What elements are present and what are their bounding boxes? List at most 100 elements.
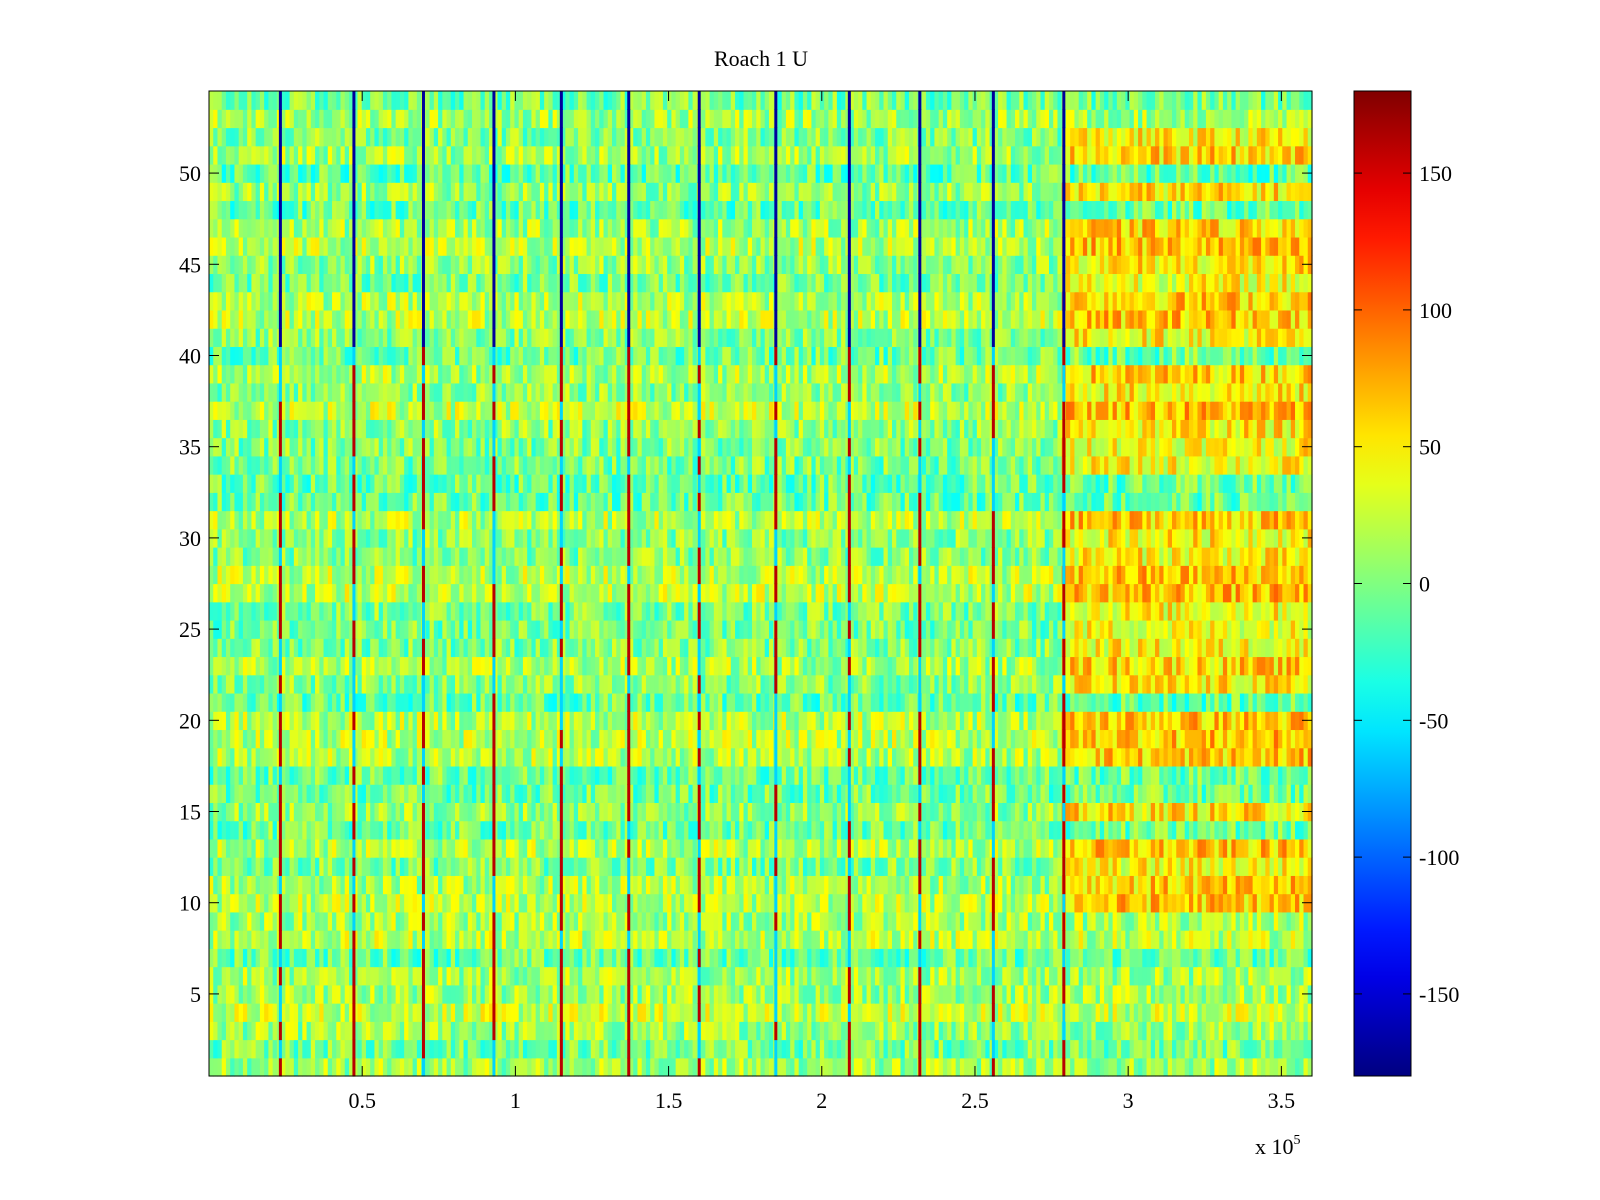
heatmap-cell <box>701 966 706 986</box>
heatmap-cell <box>790 729 796 749</box>
heatmap-cell <box>951 857 957 876</box>
heatmap-cell <box>849 1003 855 1022</box>
heatmap-cell <box>620 1057 626 1077</box>
heatmap-cell <box>429 747 435 767</box>
heatmap-cell <box>1273 875 1279 895</box>
heatmap-cell <box>807 875 813 895</box>
heatmap-cell <box>315 948 320 968</box>
heatmap-cell <box>1044 1021 1050 1041</box>
heatmap-cell <box>756 729 762 749</box>
heatmap-cell <box>1002 984 1008 1004</box>
heatmap-cell <box>399 820 405 840</box>
heatmap-cell <box>892 1039 897 1059</box>
heatmap-cell <box>1155 893 1160 913</box>
heatmap-cell <box>650 911 656 931</box>
heatmap-cell <box>828 875 834 895</box>
heatmap-cell <box>645 747 651 767</box>
heatmap-cell <box>845 1003 851 1022</box>
heatmap-cell <box>1261 784 1266 803</box>
heatmap-cell <box>650 784 656 803</box>
heatmap-cell <box>955 948 961 968</box>
heatmap-cell <box>938 1003 944 1022</box>
heatmap-cell <box>654 1003 660 1022</box>
heatmap-cell <box>395 911 401 931</box>
heatmap-cell <box>544 765 549 785</box>
heatmap-cell <box>947 820 952 840</box>
heatmap-cell <box>539 765 545 785</box>
heatmap-cell <box>514 930 520 949</box>
heatmap-cell <box>281 729 286 749</box>
heatmap-cell <box>875 838 880 858</box>
heatmap-cell <box>756 802 762 822</box>
heatmap-cell <box>1188 857 1194 876</box>
heatmap-cell <box>463 820 469 840</box>
heatmap-cell <box>722 1039 728 1059</box>
heatmap-cell <box>972 838 978 858</box>
heatmap-cell <box>582 948 588 968</box>
heatmap-cell <box>662 1003 668 1022</box>
heatmap-cell <box>1239 875 1245 895</box>
heatmap-cell <box>879 838 885 858</box>
heatmap-cell <box>925 1057 931 1077</box>
heatmap-cell <box>480 875 486 895</box>
heatmap-cell <box>230 1003 236 1022</box>
heatmap-cell <box>1256 838 1262 858</box>
heatmap-cell <box>828 820 834 840</box>
heatmap-cell <box>255 984 261 1004</box>
heatmap-cell <box>1057 966 1063 986</box>
heatmap-cell <box>921 911 927 931</box>
heatmap-cell <box>1197 765 1203 785</box>
heatmap-cell <box>408 1003 414 1022</box>
heatmap-cell <box>378 1003 384 1022</box>
heatmap-cell <box>1142 1057 1148 1077</box>
heatmap-cell <box>764 911 770 931</box>
heatmap-cell <box>387 820 393 840</box>
heatmap-cell <box>633 729 639 749</box>
heatmap-cell <box>599 765 605 785</box>
heatmap-cell <box>1150 875 1156 895</box>
heatmap-cell <box>556 1021 562 1041</box>
heatmap-cell <box>798 984 804 1004</box>
heatmap-cell <box>429 729 435 749</box>
heatmap-cell <box>1155 948 1160 968</box>
heatmap-cell <box>1142 875 1148 895</box>
heatmap-cell <box>319 893 325 913</box>
heatmap-cell <box>1116 802 1122 822</box>
heatmap-cell <box>1065 1039 1071 1059</box>
heatmap-cell <box>1210 765 1216 785</box>
heatmap-cell <box>892 784 897 803</box>
heatmap-cell <box>561 820 566 840</box>
heatmap-cell <box>404 1057 409 1077</box>
heatmap-cell <box>790 893 796 913</box>
heatmap-cell <box>713 729 719 749</box>
heatmap-cell <box>883 893 889 913</box>
heatmap-cell <box>1176 747 1182 767</box>
heatmap-cell <box>645 1057 651 1077</box>
heatmap-cell <box>281 1021 286 1041</box>
heatmap-cell <box>1133 1003 1139 1022</box>
heatmap-cell <box>268 838 274 858</box>
heatmap-cell <box>938 1021 944 1041</box>
heatmap-cell <box>599 820 605 840</box>
heatmap-cell <box>624 784 630 803</box>
heatmap-cell <box>981 984 986 1004</box>
heatmap-cell <box>925 802 931 822</box>
heatmap-cell <box>527 875 533 895</box>
heatmap-cell <box>281 1003 286 1022</box>
heatmap-cell <box>1265 857 1271 876</box>
heatmap-cell <box>221 948 227 968</box>
heatmap-cell <box>675 765 681 785</box>
heatmap-cell <box>811 802 817 822</box>
heatmap-cell <box>251 984 257 1004</box>
heatmap-cell <box>752 838 757 858</box>
heatmap-cell <box>1307 1039 1313 1059</box>
heatmap-cell <box>361 911 367 931</box>
heatmap-cell <box>879 1003 885 1022</box>
heatmap-cell <box>247 820 253 840</box>
heatmap-cell <box>323 948 329 968</box>
heatmap-cell <box>531 729 537 749</box>
heatmap-cell <box>238 820 244 840</box>
heatmap-cell <box>344 984 350 1004</box>
heatmap-cell <box>832 838 838 858</box>
heatmap-cell <box>628 1057 634 1077</box>
